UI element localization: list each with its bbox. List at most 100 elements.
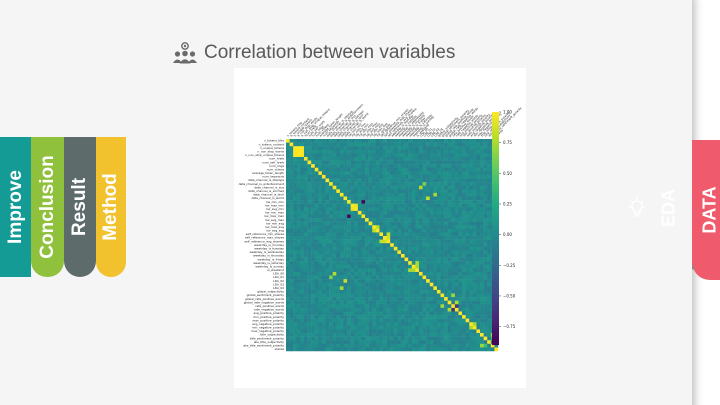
heatmap-cell xyxy=(418,318,423,323)
heatmap-cell xyxy=(444,264,448,269)
tab-data[interactable]: DATA xyxy=(692,140,720,280)
heatmap-cell xyxy=(350,304,355,309)
heatmap-cell xyxy=(411,297,416,301)
heatmap-cell xyxy=(472,160,477,165)
tab-eda[interactable]: EDA xyxy=(658,178,680,238)
heatmap-cell xyxy=(426,174,430,179)
heatmap-cell xyxy=(311,182,315,186)
heatmap-cell xyxy=(361,185,366,190)
heatmap-cell xyxy=(447,160,452,165)
heatmap-cell xyxy=(314,333,319,337)
heatmap-cell xyxy=(418,171,423,176)
heatmap-cell xyxy=(487,322,492,327)
heatmap-cell xyxy=(418,142,423,147)
heatmap-cell xyxy=(440,250,445,255)
heatmap-cell xyxy=(458,232,463,237)
heatmap-cell xyxy=(490,343,495,348)
heatmap-cell xyxy=(436,200,441,204)
heatmap-cell xyxy=(296,178,301,183)
heatmap-cell xyxy=(375,160,380,165)
heatmap-cell xyxy=(404,282,409,287)
y-tick-label: avg_positive_polarity xyxy=(253,311,284,315)
heatmap-cell xyxy=(447,333,452,337)
y-tick-label: kw_min_avg xyxy=(266,221,284,225)
heatmap-cell xyxy=(404,261,409,266)
heatmap-cell xyxy=(487,257,492,262)
heatmap-cell xyxy=(300,236,305,240)
heatmap-cell xyxy=(300,232,305,237)
tab-improve[interactable]: Improve xyxy=(0,137,31,277)
heatmap-cell xyxy=(411,279,416,283)
heatmap-cell xyxy=(343,268,348,273)
heatmap-cell xyxy=(422,207,427,212)
heatmap-cell xyxy=(300,153,305,158)
heatmap-cell xyxy=(332,336,337,341)
heatmap-cell xyxy=(354,207,359,212)
heatmap-cell xyxy=(418,156,423,161)
heatmap-cell xyxy=(293,336,298,341)
heatmap-cell xyxy=(289,196,294,201)
tab-conclusion[interactable]: Conclusion xyxy=(31,137,64,277)
heatmap-cell xyxy=(300,297,305,301)
heatmap-cell xyxy=(415,225,420,230)
heatmap-cell xyxy=(480,311,484,316)
heatmap-cell xyxy=(375,264,380,269)
heatmap-cell xyxy=(375,311,380,316)
heatmap-cell xyxy=(451,214,456,219)
heatmap-cell xyxy=(444,261,448,266)
y-tick-label: global_rate_negative_words xyxy=(244,300,285,304)
heatmap-cell xyxy=(487,200,492,204)
heatmap-cell xyxy=(303,329,308,334)
heatmap-cell xyxy=(286,146,290,151)
heatmap-cell xyxy=(418,336,423,341)
heatmap-cell xyxy=(289,189,294,194)
heatmap-cell xyxy=(379,315,384,319)
heatmap-cell xyxy=(361,329,366,334)
heatmap-cell xyxy=(487,174,492,179)
heatmap-cell xyxy=(293,293,298,298)
heatmap-cell xyxy=(400,221,405,226)
heatmap-cell xyxy=(286,203,290,208)
heatmap-cell xyxy=(418,214,423,219)
heatmap-cell xyxy=(314,171,319,176)
heatmap-cell xyxy=(469,146,474,151)
heatmap-cell xyxy=(303,225,308,230)
heatmap-cell xyxy=(336,289,341,294)
heatmap-cell xyxy=(383,293,387,298)
heatmap-cell xyxy=(347,153,351,158)
heatmap-cell xyxy=(368,196,373,201)
heatmap-cell xyxy=(472,304,477,309)
heatmap-cell xyxy=(415,178,420,183)
heatmap-cell xyxy=(469,210,474,215)
heatmap-cell xyxy=(311,153,315,158)
heatmap-cell xyxy=(400,246,405,251)
heatmap-cell xyxy=(289,221,294,226)
heatmap-cell xyxy=(480,171,484,176)
heatmap-cell xyxy=(472,271,477,276)
heatmap-cell xyxy=(321,142,326,147)
heatmap-cell xyxy=(350,300,355,305)
heatmap-cell xyxy=(325,218,330,222)
heatmap-cell xyxy=(347,189,351,194)
tab-result[interactable]: Result xyxy=(64,137,96,277)
heatmap-cell xyxy=(286,336,290,341)
heatmap-cell xyxy=(365,340,369,345)
heatmap-cell xyxy=(336,261,341,266)
heatmap-cell xyxy=(307,243,312,248)
heatmap-cell xyxy=(444,282,448,287)
heatmap-cell xyxy=(487,343,492,348)
heatmap-cell xyxy=(429,333,434,337)
heatmap-cell xyxy=(454,264,459,269)
heatmap-cell xyxy=(440,156,445,161)
heatmap-cell xyxy=(365,196,369,201)
tab-method[interactable]: Method xyxy=(96,137,126,277)
y-tick-label: data_channel_is_socmed xyxy=(248,189,284,193)
heatmap-cell xyxy=(289,300,294,305)
heatmap-cell xyxy=(483,289,488,294)
heatmap-cell xyxy=(296,139,301,143)
heatmap-cell xyxy=(426,192,430,197)
heatmap-cell xyxy=(303,174,308,179)
heatmap-cell xyxy=(307,304,312,309)
heatmap-cell xyxy=(325,225,330,230)
heatmap-cell xyxy=(411,185,416,190)
